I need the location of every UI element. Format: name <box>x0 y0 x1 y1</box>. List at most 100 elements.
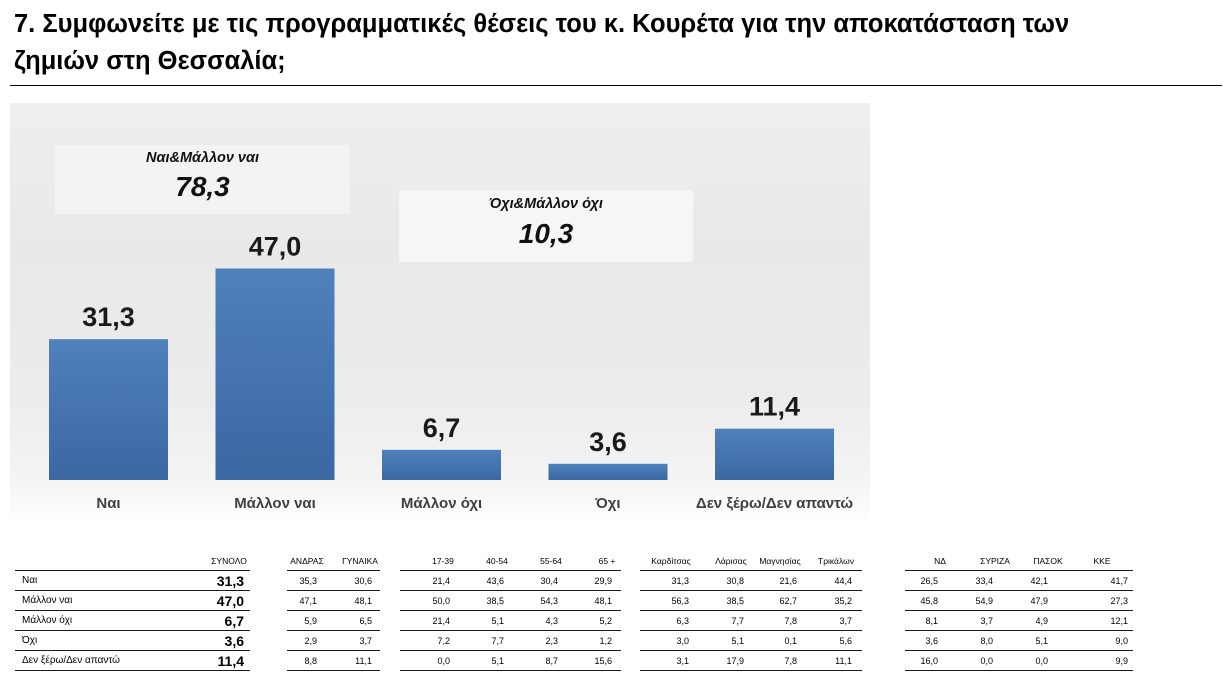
title-divider <box>10 85 1222 86</box>
table-cell: 7,7 <box>731 616 744 626</box>
table-cell: 5,1 <box>1035 636 1048 646</box>
bar <box>548 463 668 480</box>
table-rule <box>287 610 380 611</box>
table-cell: 7,8 <box>784 656 797 666</box>
table-cell: 7,2 <box>437 636 450 646</box>
table-header-cell: ΣΥΡΙΖΑ <box>980 556 1010 566</box>
annotation-value: 78,3 <box>175 171 230 202</box>
table-row-label: Ναι <box>22 575 38 586</box>
table-rule <box>287 670 380 671</box>
table-cell: 5,1 <box>491 656 504 666</box>
bar <box>215 268 335 480</box>
table-rule <box>640 610 862 611</box>
table-cell: 5,2 <box>599 616 612 626</box>
bar-value-label: 47,0 <box>249 232 302 262</box>
table-header-row: ΣΥΝΟΛΟ ΑΝΔΡΑΣ ΓΥΝΑΙΚΑ 17-39 40-54 55-64 65 + Κα… <box>0 552 1227 571</box>
table-cell: 3,7 <box>839 616 852 626</box>
category-label: Δεν ξέρω/Δεν απαντώ <box>696 495 854 512</box>
table-rule <box>640 650 862 651</box>
table-cell: 11,1 <box>355 656 372 666</box>
table-rule <box>640 670 862 671</box>
table-header-cell: ΑΝΔΡΑΣ <box>290 556 324 566</box>
table-row-label: Μάλλον όχι <box>22 615 73 626</box>
table-rule <box>640 630 862 631</box>
table-total-cell: 6,7 <box>224 613 244 629</box>
table-cell: 2,3 <box>545 636 558 646</box>
table-header-cell: Λάρισας <box>715 556 747 566</box>
table-cell: 4,3 <box>545 616 558 626</box>
table-cell: 7,7 <box>491 636 504 646</box>
table-cell: 54,9 <box>975 596 993 606</box>
table-cell: 30,4 <box>540 576 558 586</box>
table-rule <box>400 570 621 571</box>
table-cell: 38,5 <box>486 596 504 606</box>
table-row-label: Δεν ξέρω/Δεν απαντώ <box>22 655 120 666</box>
table-cell: 35,2 <box>834 596 852 606</box>
bar-value-label: 31,3 <box>82 302 135 332</box>
table-header-cell: 17-39 <box>432 556 454 566</box>
table-cell: 27,3 <box>1110 596 1128 606</box>
table-cell: 30,8 <box>726 576 744 586</box>
table-cell: 8,8 <box>304 656 317 666</box>
table-rule <box>640 590 862 591</box>
table-rule <box>15 630 250 631</box>
table-cell: 29,9 <box>594 576 612 586</box>
annotation-value: 10,3 <box>518 218 574 249</box>
table-cell: 5,1 <box>491 616 504 626</box>
table-cell: 30,6 <box>354 576 372 586</box>
bar-value-label: 6,7 <box>423 413 461 443</box>
table-cell: 8,1 <box>925 616 938 626</box>
bar <box>49 339 168 480</box>
table-cell: 12,1 <box>1110 616 1128 626</box>
table-header-cell: Τρικάλων <box>818 556 854 566</box>
table-rule <box>905 630 1133 631</box>
table-cell: 3,1 <box>676 656 689 666</box>
table-rule <box>15 570 250 571</box>
table-total-cell: 47,0 <box>216 593 244 609</box>
table-cell: 3,7 <box>980 616 993 626</box>
table-cell: 9,9 <box>1115 656 1128 666</box>
table-cell: 1,2 <box>599 636 612 646</box>
table-cell: 35,3 <box>299 576 317 586</box>
table-header-cell: ΠΑΣΟΚ <box>1033 556 1063 566</box>
table-header-cell: ΚΚΕ <box>1093 556 1111 566</box>
bar <box>382 449 501 480</box>
table-cell: 17,9 <box>726 656 744 666</box>
table-rule <box>400 610 621 611</box>
table-cell: 3,7 <box>359 636 372 646</box>
table-cell: 47,9 <box>1030 596 1048 606</box>
table-rule <box>15 590 250 591</box>
table-header-cell: 40-54 <box>486 556 508 566</box>
table-cell: 8,7 <box>545 656 558 666</box>
table-cell: 3,6 <box>925 636 938 646</box>
table-cell: 11,1 <box>835 656 852 666</box>
bar-value-label: 3,6 <box>589 427 627 457</box>
table-rule <box>905 570 1133 571</box>
table-rule <box>287 590 380 591</box>
table-header-cell: Καρδίτσας <box>651 556 691 566</box>
annotation-label: Όχι&Μάλλον όχι <box>489 196 603 212</box>
table-rule <box>905 670 1133 671</box>
table-cell: 15,6 <box>594 656 612 666</box>
table-cell: 54,3 <box>540 596 558 606</box>
table-cell: 2,9 <box>304 636 317 646</box>
table-row-label: Όχι <box>22 635 38 646</box>
table-cell: 0,0 <box>1035 656 1048 666</box>
bar <box>715 428 834 480</box>
table-rule <box>400 670 621 671</box>
table-cell: 42,1 <box>1030 576 1048 586</box>
bar-chart: 31,3 Ναι 47,0 Μάλλον ναι 6,7 Μάλλον όχι 3,6 Όχι… <box>10 103 870 525</box>
table-cell: 43,6 <box>486 576 504 586</box>
table-cell: 21,4 <box>432 616 450 626</box>
category-label: Μάλλον ναι <box>234 495 316 512</box>
table-cell: 9,0 <box>1115 636 1128 646</box>
category-label: Όχι <box>594 495 620 512</box>
annotation-label: Ναι&Μάλλον ναι <box>146 150 259 166</box>
annotation-no-total-box: Όχι&Μάλλον όχι 10,3 <box>399 190 693 262</box>
table-row: Μάλλον ναι 47,0 47,1 48,1 50,0 38,5 54,3 48,1 56… <box>0 591 1227 611</box>
table-cell: 62,7 <box>779 596 797 606</box>
table-rule <box>400 650 621 651</box>
table-rule <box>15 610 250 611</box>
table-rule <box>287 650 380 651</box>
table-rule <box>400 630 621 631</box>
